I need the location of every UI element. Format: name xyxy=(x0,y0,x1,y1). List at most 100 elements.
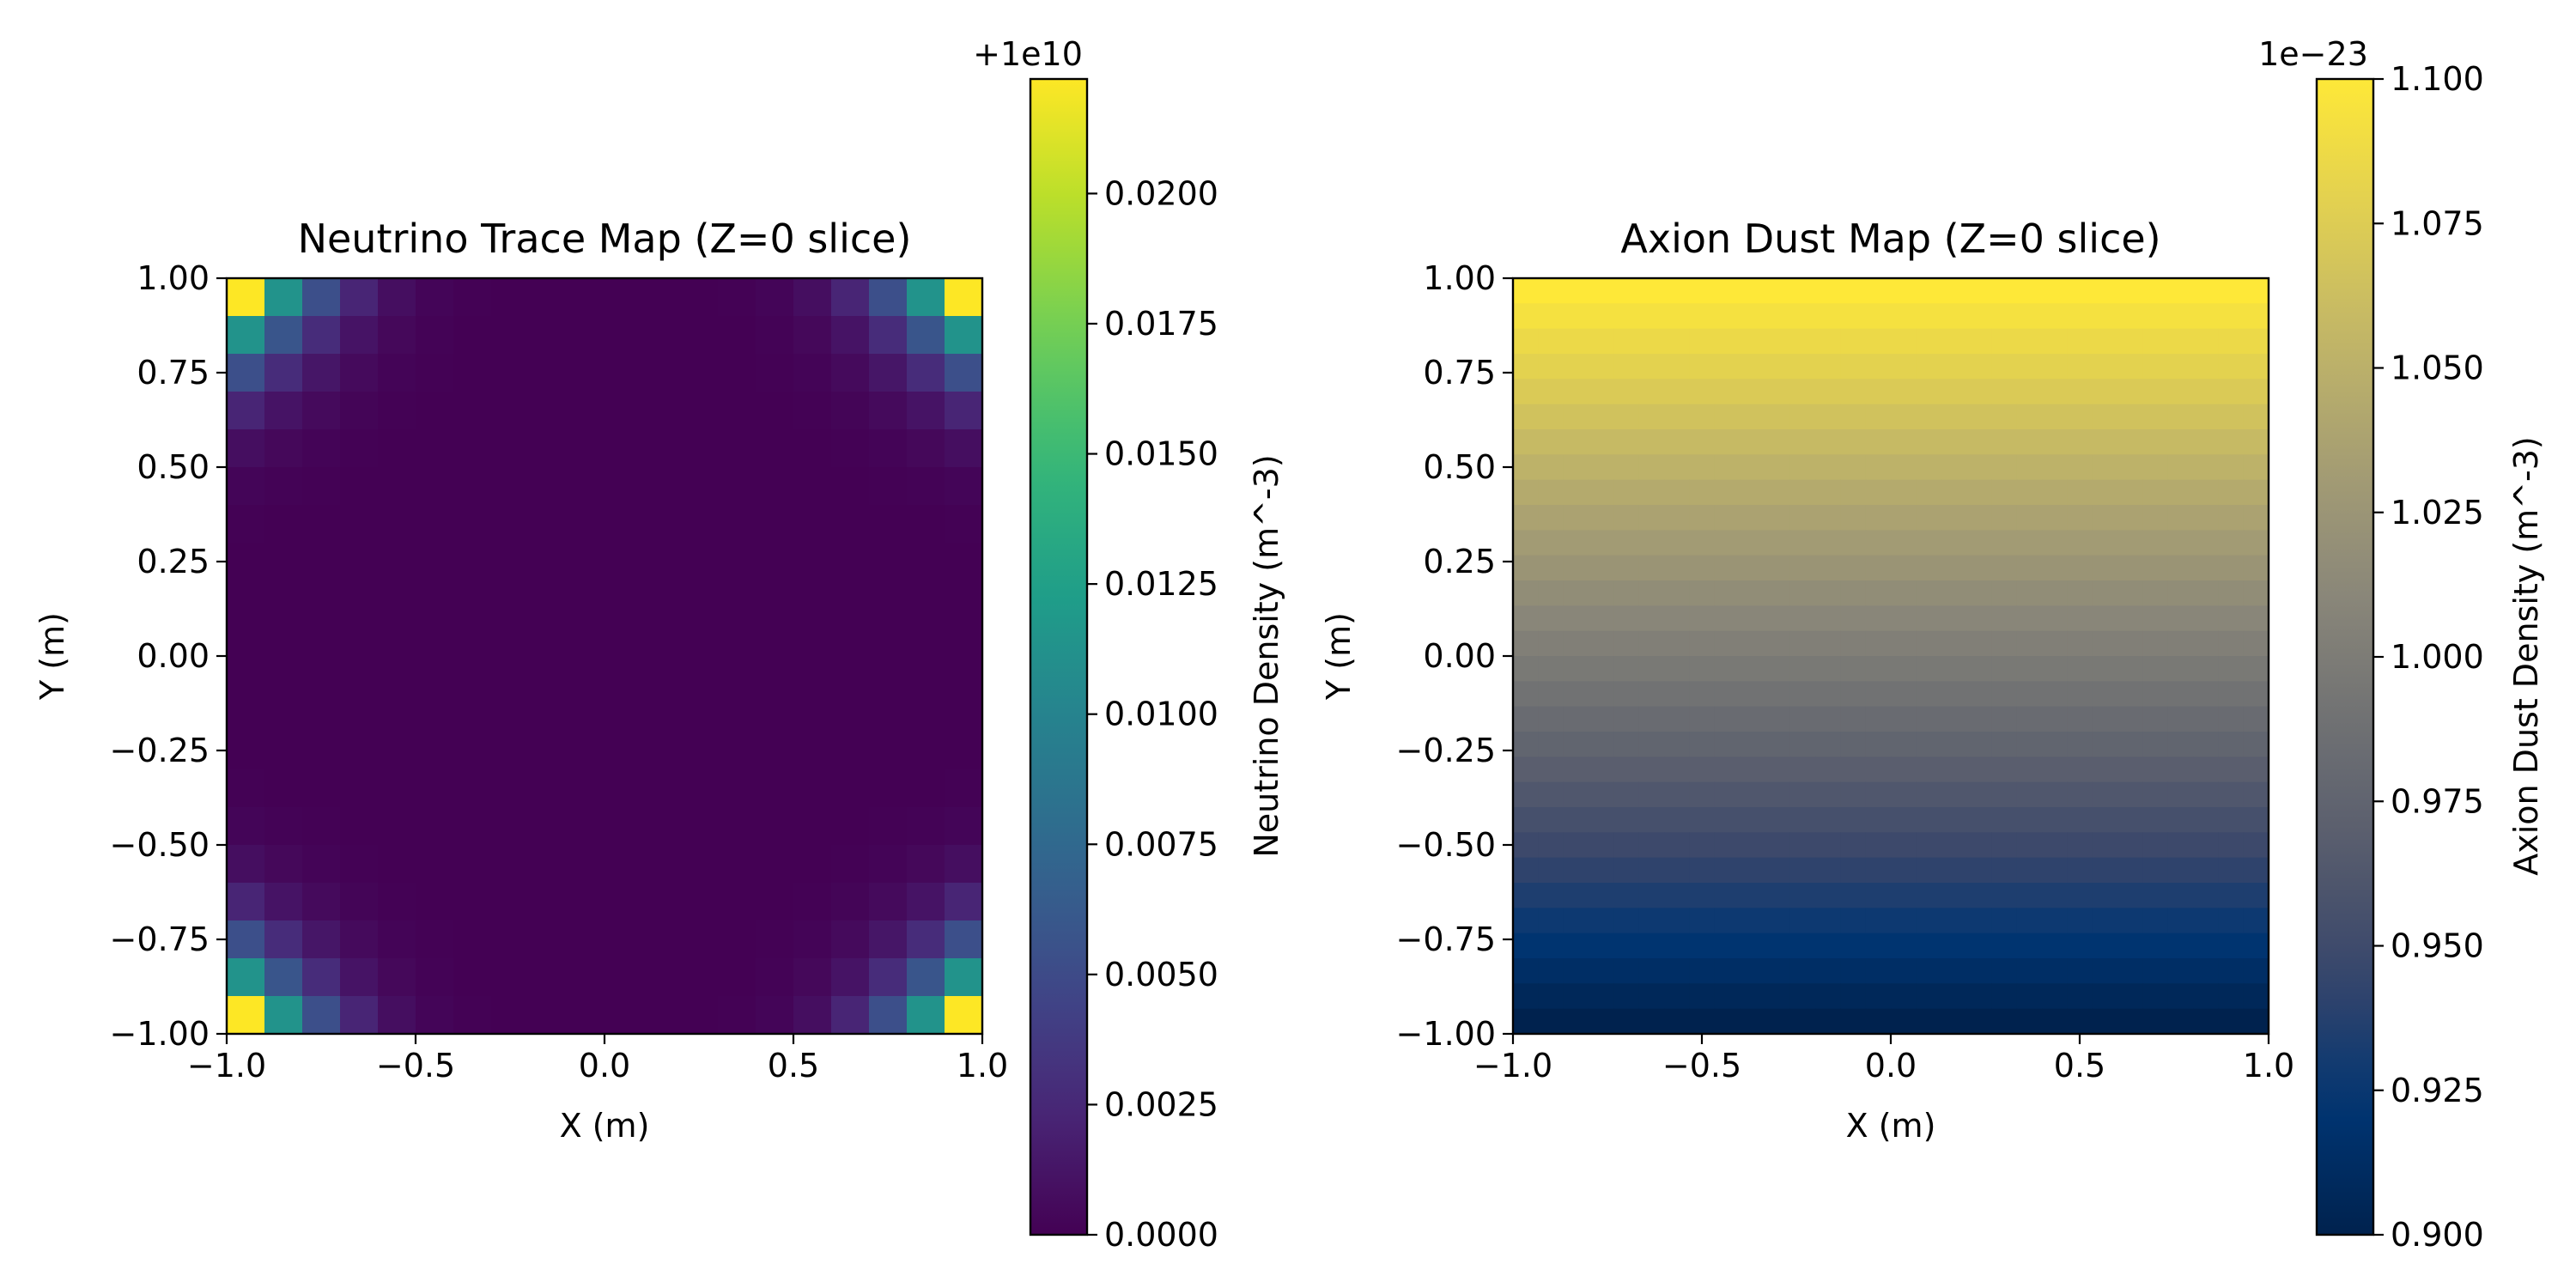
axion-heatmap-cell xyxy=(1538,354,1564,380)
axion-heatmap-cell xyxy=(1891,857,1917,884)
neutrino-heatmap-cell xyxy=(945,769,983,808)
axion-heatmap-cell xyxy=(1538,681,1564,708)
neutrino-heatmap-cell xyxy=(416,467,454,506)
axion-heatmap-cell xyxy=(1538,580,1564,606)
axion-heatmap-cell xyxy=(1765,354,1791,380)
neutrino-heatmap-cell xyxy=(718,278,756,317)
axion-heatmap-cell xyxy=(1613,983,1640,1010)
axion-heatmap-cell xyxy=(1664,732,1690,757)
axion-heatmap-cell xyxy=(1966,580,1992,606)
axion-heatmap-cell xyxy=(1765,605,1791,632)
axion-heatmap-cell xyxy=(1613,530,1640,556)
axion-heatmap-cell xyxy=(2067,681,2093,708)
axion-heatmap-cell xyxy=(1815,354,1841,380)
axion-heatmap-cell xyxy=(2167,756,2194,783)
axion-heatmap-cell xyxy=(2142,505,2169,531)
neutrino-heatmap-cell xyxy=(907,883,945,921)
neutrino-heatmap-cell xyxy=(831,354,870,392)
axion-heatmap-cell xyxy=(2193,732,2219,757)
axion-heatmap-cell xyxy=(1891,328,1917,355)
neutrino-heatmap-cell xyxy=(567,580,605,619)
axion-heatmap-cell xyxy=(1765,278,1791,304)
neutrino-heatmap-cell xyxy=(378,618,416,657)
axion-heatmap-cell xyxy=(1941,354,1967,380)
neutrino-heatmap-cell xyxy=(756,467,794,506)
axion-heatmap-cell xyxy=(2042,756,2068,783)
axion-heatmap-cell xyxy=(1740,983,1765,1010)
axion-heatmap-cell xyxy=(1941,857,1967,884)
axion-heatmap-cell xyxy=(1613,732,1640,757)
axion-heatmap-cell xyxy=(1714,983,1741,1010)
axion-heatmap-cell xyxy=(1966,404,1992,430)
axion-heatmap-cell xyxy=(2193,706,2219,732)
axion-heatmap-cell xyxy=(1991,605,2018,632)
neutrino-x-tick-label: 0.5 xyxy=(768,1047,819,1084)
axion-heatmap-cell xyxy=(1513,530,1539,556)
neutrino-heatmap-cell xyxy=(605,694,643,732)
axion-heatmap-cell xyxy=(2117,354,2143,380)
axion-heatmap-cell xyxy=(1966,756,1992,783)
axion-heatmap-cell xyxy=(1538,933,1564,959)
axion-heatmap-cell xyxy=(2117,580,2143,606)
neutrino-heatmap-cell xyxy=(378,316,416,355)
axion-heatmap-cell xyxy=(1664,278,1690,304)
axion-heatmap-cell xyxy=(1664,454,1690,481)
axion-heatmap-cell xyxy=(1513,781,1539,808)
neutrino-heatmap-cell xyxy=(529,656,568,695)
axion-heatmap-cell xyxy=(2117,681,2143,708)
neutrino-heatmap-cell xyxy=(567,845,605,884)
neutrino-heatmap-cell xyxy=(831,732,870,770)
neutrino-heatmap-cell xyxy=(869,429,908,468)
neutrino-heatmap-cell xyxy=(453,732,492,770)
axion-heatmap-cell xyxy=(2218,303,2245,330)
axion-heatmap-cell xyxy=(2142,857,2169,884)
neutrino-heatmap-cell xyxy=(869,656,908,695)
neutrino-heatmap-cell xyxy=(416,543,454,581)
axion-heatmap-cell xyxy=(1991,732,2018,757)
neutrino-heatmap-cell xyxy=(642,883,681,921)
axion-heatmap-cell xyxy=(1638,555,1665,581)
axion-heatmap-cell xyxy=(1563,379,1589,405)
axion-heatmap-cell xyxy=(1513,429,1539,455)
neutrino-heatmap-cell xyxy=(227,278,265,317)
axion-heatmap-cell xyxy=(2092,580,2118,606)
neutrino-heatmap-cell xyxy=(302,543,341,581)
axion-heatmap-cell xyxy=(1513,404,1539,430)
axion-heatmap-cell xyxy=(1589,781,1614,808)
neutrino-heatmap-cell xyxy=(756,429,794,468)
neutrino-heatmap-cell xyxy=(264,845,303,884)
neutrino-heatmap-cell xyxy=(302,732,341,770)
axion-heatmap-cell xyxy=(1513,605,1539,632)
axion-heatmap-cell xyxy=(1941,832,1967,859)
axion-heatmap-cell xyxy=(1689,454,1716,481)
axion-heatmap-cell xyxy=(1891,303,1917,330)
axion-heatmap-cell xyxy=(2092,454,2118,481)
axion-heatmap-cell xyxy=(1991,983,2018,1010)
axion-heatmap-cell xyxy=(2092,605,2118,632)
axion-heatmap-cell xyxy=(2142,933,2169,959)
axion-heatmap-cell xyxy=(1916,756,1942,783)
neutrino-heatmap-cell xyxy=(378,278,416,317)
axion-heatmap-cell xyxy=(1840,429,1867,455)
axion-heatmap-cell xyxy=(1840,303,1867,330)
axion-heatmap-cell xyxy=(2092,756,2118,783)
axion-heatmap-cell xyxy=(1664,781,1690,808)
axion-heatmap-cell xyxy=(2042,781,2068,808)
neutrino-heatmap-cell xyxy=(264,505,303,544)
axion-heatmap-cell xyxy=(1966,1008,1992,1035)
neutrino-heatmap-cell xyxy=(605,354,643,392)
neutrino-heatmap-cell xyxy=(378,996,416,1035)
axion-heatmap-cell xyxy=(1891,883,1917,908)
axion-heatmap-cell xyxy=(2243,505,2269,531)
axion-heatmap-cell xyxy=(1589,1008,1614,1035)
axion-heatmap-cell xyxy=(2117,555,2143,581)
neutrino-heatmap-cell xyxy=(264,656,303,695)
neutrino-heatmap-cell xyxy=(227,392,265,430)
neutrino-x-axis: −1.0 −0.5 0.0 0.5 1.0 xyxy=(187,1034,1008,1084)
neutrino-heatmap-cell xyxy=(756,996,794,1035)
neutrino-heatmap-cell xyxy=(491,769,530,808)
neutrino-heatmap-cell xyxy=(491,278,530,317)
axion-heatmap-cell xyxy=(1916,580,1942,606)
axion-heatmap-cell xyxy=(1789,555,1816,581)
axion-heatmap-cell xyxy=(1789,958,1816,984)
